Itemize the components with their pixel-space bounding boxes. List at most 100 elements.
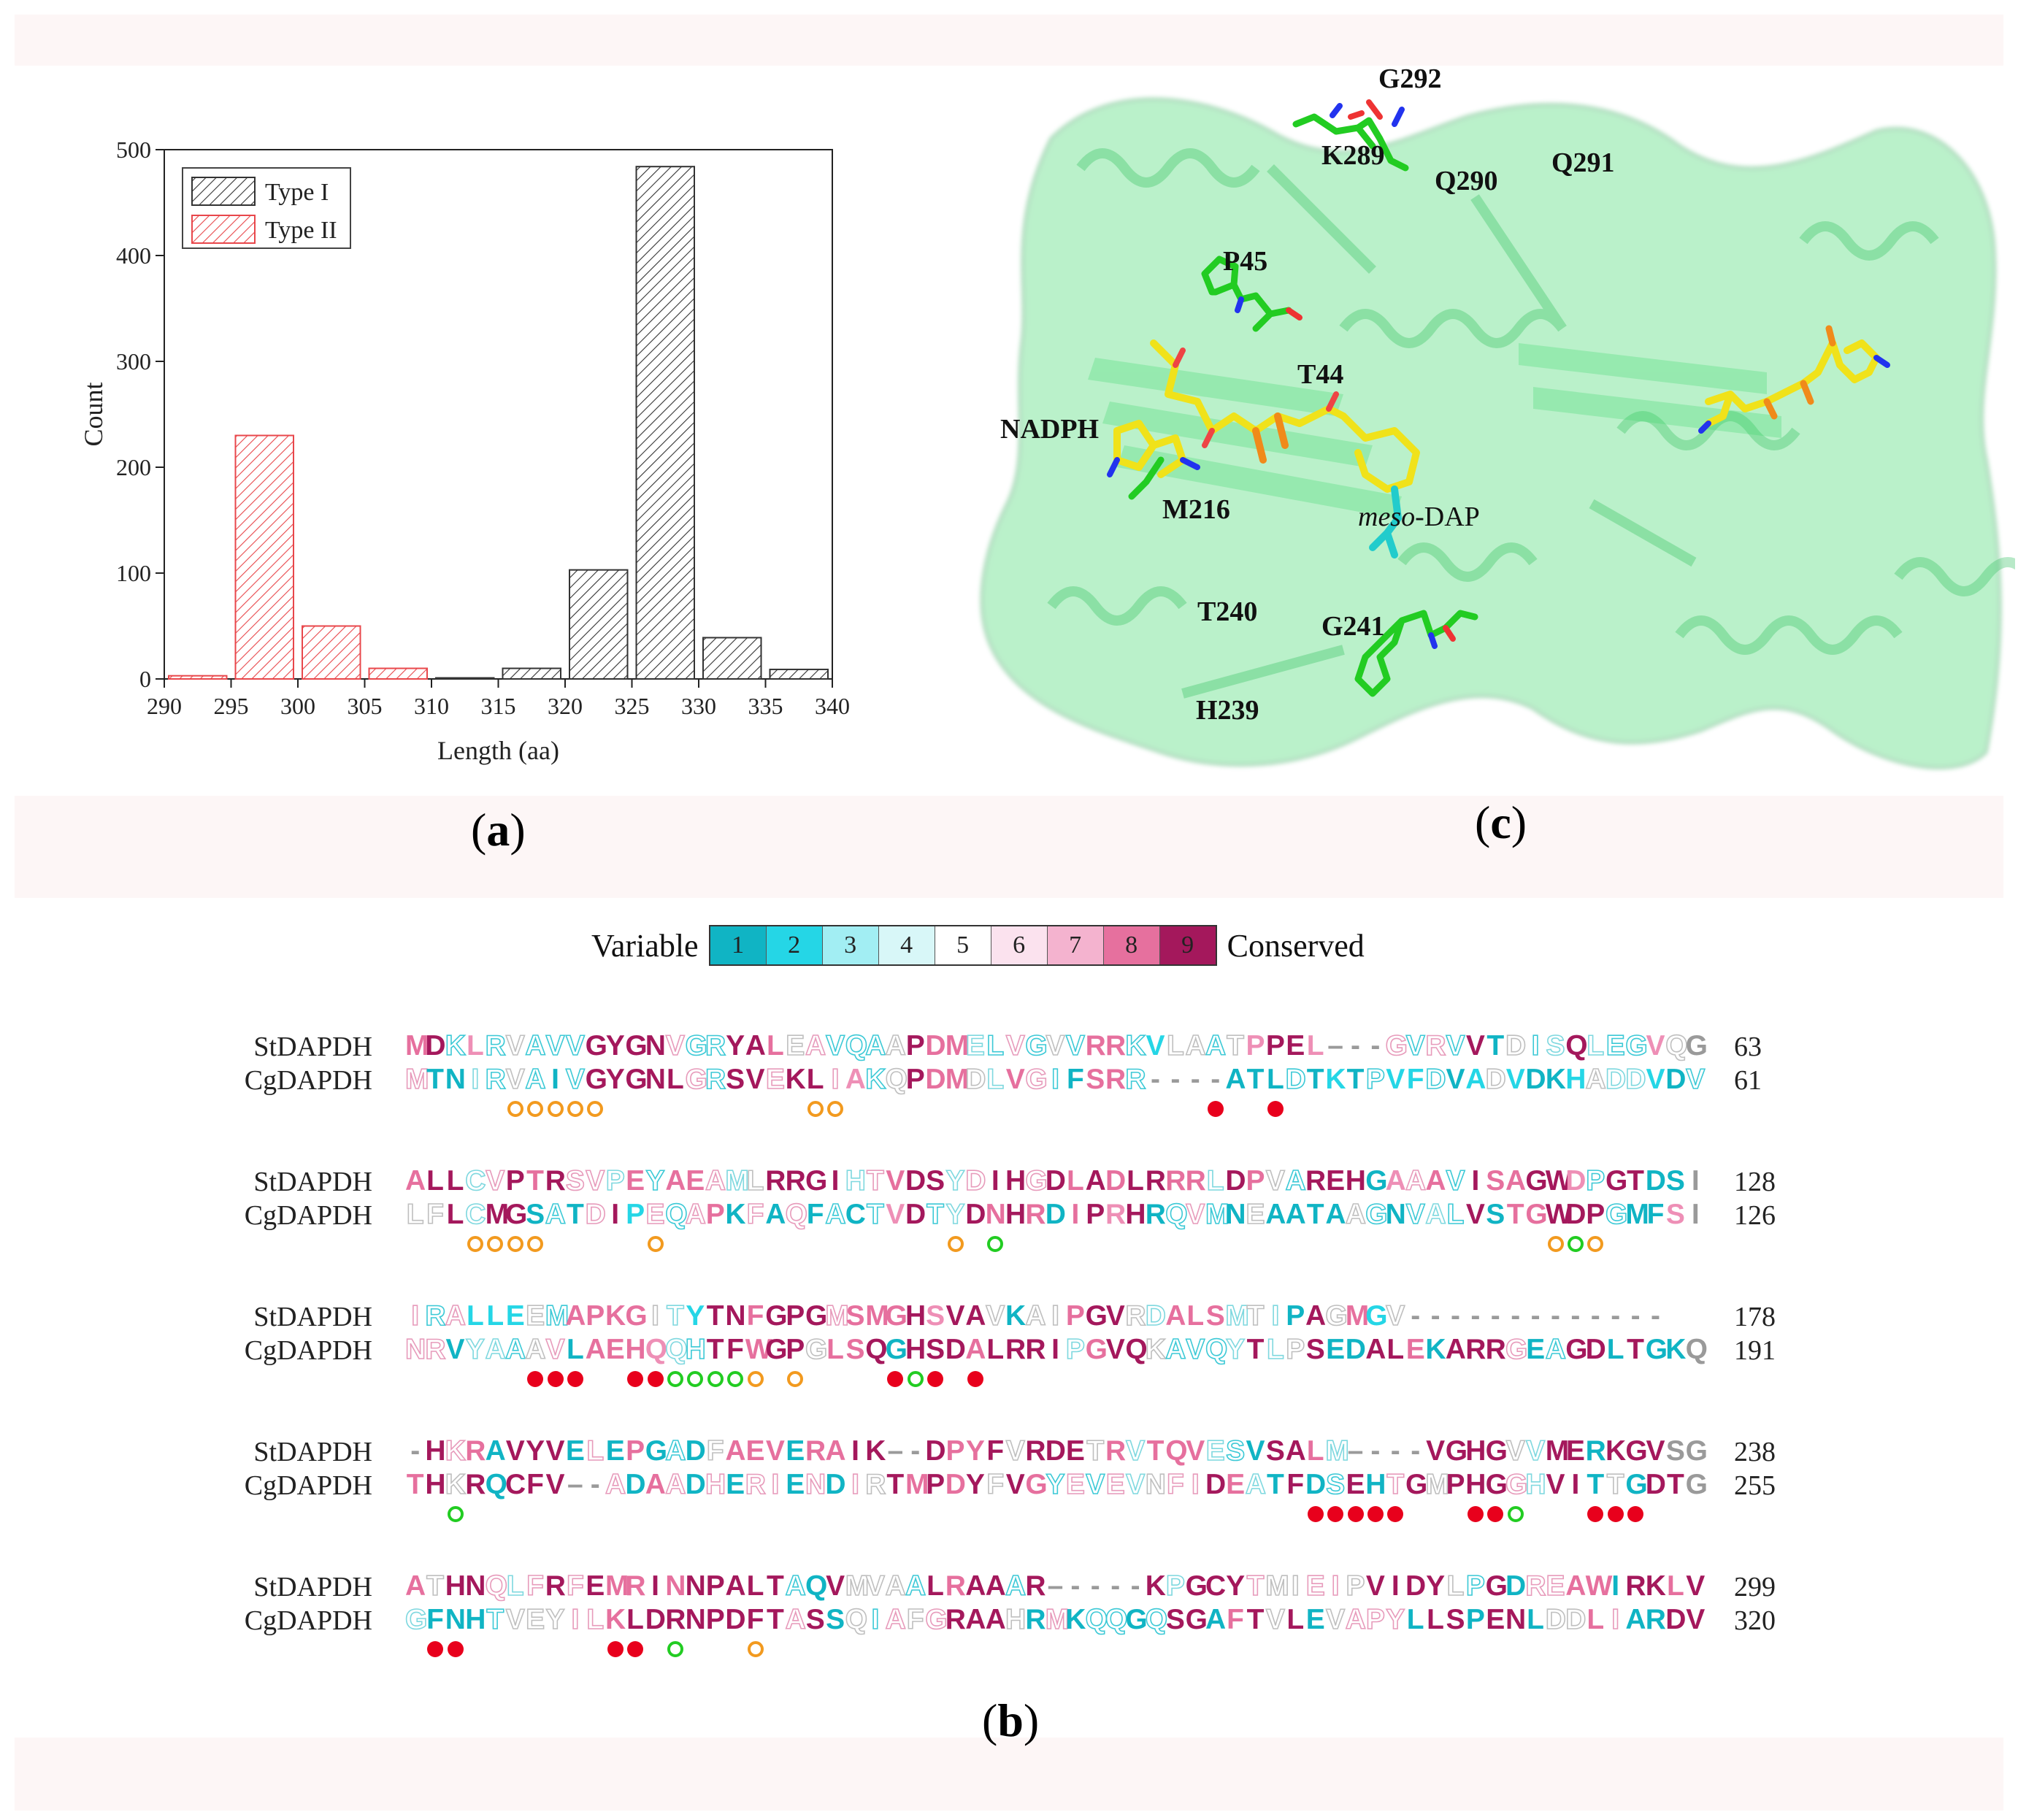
residue: A [664,1435,686,1467]
residue: Q [885,1063,908,1096]
residue: L [1306,1030,1324,1061]
residue: N [404,1333,426,1366]
residue: S [1205,1300,1225,1332]
residue: T [1246,1604,1265,1635]
residue: M [605,1570,629,1602]
residue: R [1465,1334,1486,1365]
x-tick-label: 340 [815,693,850,719]
residue: T [866,1198,884,1231]
cofactor-site-marker [787,1371,804,1387]
residue: Q [785,1198,808,1231]
residue: R [1625,1570,1646,1602]
residue: F [526,1570,544,1602]
catalytic-site-marker [1627,1506,1644,1522]
residue: Q [865,1334,888,1365]
bar-type1-315 [502,667,561,680]
residue: E [785,1029,805,1062]
residue: D [1425,1063,1447,1096]
residue: S [805,1604,825,1635]
substrate-site-marker [687,1371,704,1387]
residue: L [666,1064,684,1095]
residue: G [1325,1299,1348,1332]
legend-swatch [191,215,256,244]
residue: L [506,1570,524,1602]
residue: V [1185,1333,1205,1366]
residue: T [1627,1165,1644,1197]
residue: I [410,1299,420,1332]
x-tick-label: 330 [681,693,716,719]
residue: G [1505,1468,1528,1501]
residue: G [1365,1165,1388,1197]
residue: R [425,1299,447,1332]
residue: R [1585,1435,1606,1467]
residue: A [525,1029,547,1062]
x-tick-label: 310 [414,693,449,719]
residue: G [625,1300,648,1332]
residue: G [885,1300,908,1332]
residue: P [786,1334,805,1365]
residue: Y [965,1435,985,1467]
residue: V [545,1435,565,1467]
catalytic-site-marker [1367,1506,1384,1522]
residue: F [1646,1199,1665,1230]
residue: D [1565,1165,1587,1197]
residue: P [1246,1165,1265,1197]
label-g292: G292 [1378,64,1442,94]
residue: N [665,1570,686,1602]
residue: G [1625,1469,1648,1500]
residue: I [1691,1165,1700,1197]
sequence-row: StDAPDH I R A L L E E M A P K G I T Y T N F G P G M S M G H S V A V K A I… [219,1299,1847,1333]
residue: I [1051,1334,1059,1365]
residue: V [665,1029,686,1062]
sequence-row: CgDAPDH L F L C M G S A T D I P E Q A P K F A Q F A C T V D T Y D N H R D… [219,1198,1847,1232]
residue: K [864,1063,886,1096]
residue: V [1005,1435,1026,1467]
residue: G [1025,1063,1048,1096]
residue: T [1246,1299,1265,1332]
residue: P [605,1164,626,1197]
sequence-row: CgDAPDH M T N I R V A I V G Y G N L G R S V E K L I A K Q P D M D L V G I… [219,1063,1847,1097]
residue: E [1326,1334,1346,1365]
residue: L [466,1030,484,1061]
sequence-row: StDAPDH A T H N Q L F R F E M R I N N P A L T A Q V M V A A L R A A A R –… [219,1570,1847,1603]
legend-label: Type II [265,217,337,244]
residue: T [426,1064,444,1095]
residue: I [831,1063,840,1096]
alignment-block: StDAPDH M D K L R V A V V G Y G N V G R Y A L E A V Q A A P D M E L V G V… [219,1029,1847,1126]
x-tick-label: 305 [348,693,383,719]
residue: F [1227,1604,1244,1635]
residue: A [1225,1064,1246,1095]
residue: M [1425,1468,1450,1501]
residue: R [1185,1165,1206,1197]
residue: R [1485,1334,1506,1365]
cofactor-site-marker [1587,1236,1604,1252]
residue: P [1246,1030,1265,1061]
y-tick-label: 500 [116,137,151,163]
residue: S [926,1334,945,1365]
residue: G [685,1063,708,1096]
residue: G [765,1300,788,1332]
residue: G [1645,1334,1668,1365]
residue: R [1145,1165,1166,1197]
residue: - [1211,1064,1221,1095]
residue: A [1005,1570,1027,1602]
residue: E [745,1435,765,1467]
residue: T [426,1570,444,1602]
residue: A [525,1333,547,1366]
residue: I [1571,1469,1580,1500]
residue: N [685,1570,706,1602]
substrate-site-marker [1567,1236,1584,1252]
residue: K [1125,1029,1147,1062]
residue: A [504,1333,526,1366]
residue: L [586,1603,605,1636]
residue: T [1606,1468,1624,1501]
residue: - [1590,1300,1600,1332]
residue: F [806,1199,824,1230]
residue: T [886,1469,905,1500]
residue: S [1486,1199,1505,1230]
catalytic-site-marker [1347,1506,1364,1522]
residue: L [1446,1198,1465,1231]
residue: A [885,1603,907,1636]
residue: R [1025,1570,1046,1602]
residue: T [1346,1064,1365,1095]
